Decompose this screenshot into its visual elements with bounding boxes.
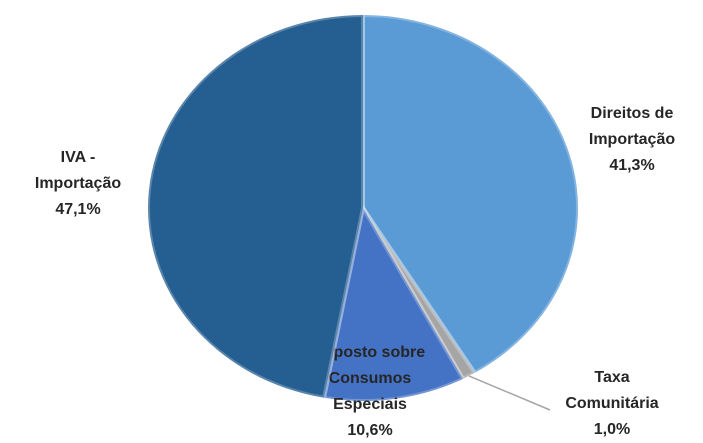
label-line: Consumos bbox=[329, 370, 412, 387]
label-line: Importação bbox=[589, 131, 675, 148]
pie-slice bbox=[146, 12, 365, 401]
label-line: Direitos de bbox=[591, 105, 674, 122]
pie-slice bbox=[361, 12, 580, 376]
value-label: 1,0% bbox=[594, 421, 630, 438]
label-line: IVA - bbox=[61, 149, 96, 166]
slice-label: Direitos de Importação bbox=[589, 105, 675, 148]
value-label: 10,6% bbox=[347, 422, 392, 439]
label-line: Comunitária bbox=[565, 395, 658, 412]
pie-slice bbox=[321, 202, 466, 403]
leader-line bbox=[468, 375, 551, 411]
slice-label: Imposto sobre Consumos Especiais bbox=[315, 344, 425, 413]
value-label: 41,3% bbox=[609, 157, 654, 174]
label-line: Imposto sobre bbox=[315, 344, 425, 361]
label-line: Importação bbox=[35, 175, 121, 192]
label-line: Taxa bbox=[594, 369, 629, 386]
value-label: 47,1% bbox=[55, 201, 100, 218]
label-line: Especiais bbox=[333, 396, 407, 413]
slice-label: Taxa Comunitária bbox=[565, 369, 658, 412]
slice-label: IVA - Importação bbox=[35, 149, 121, 192]
